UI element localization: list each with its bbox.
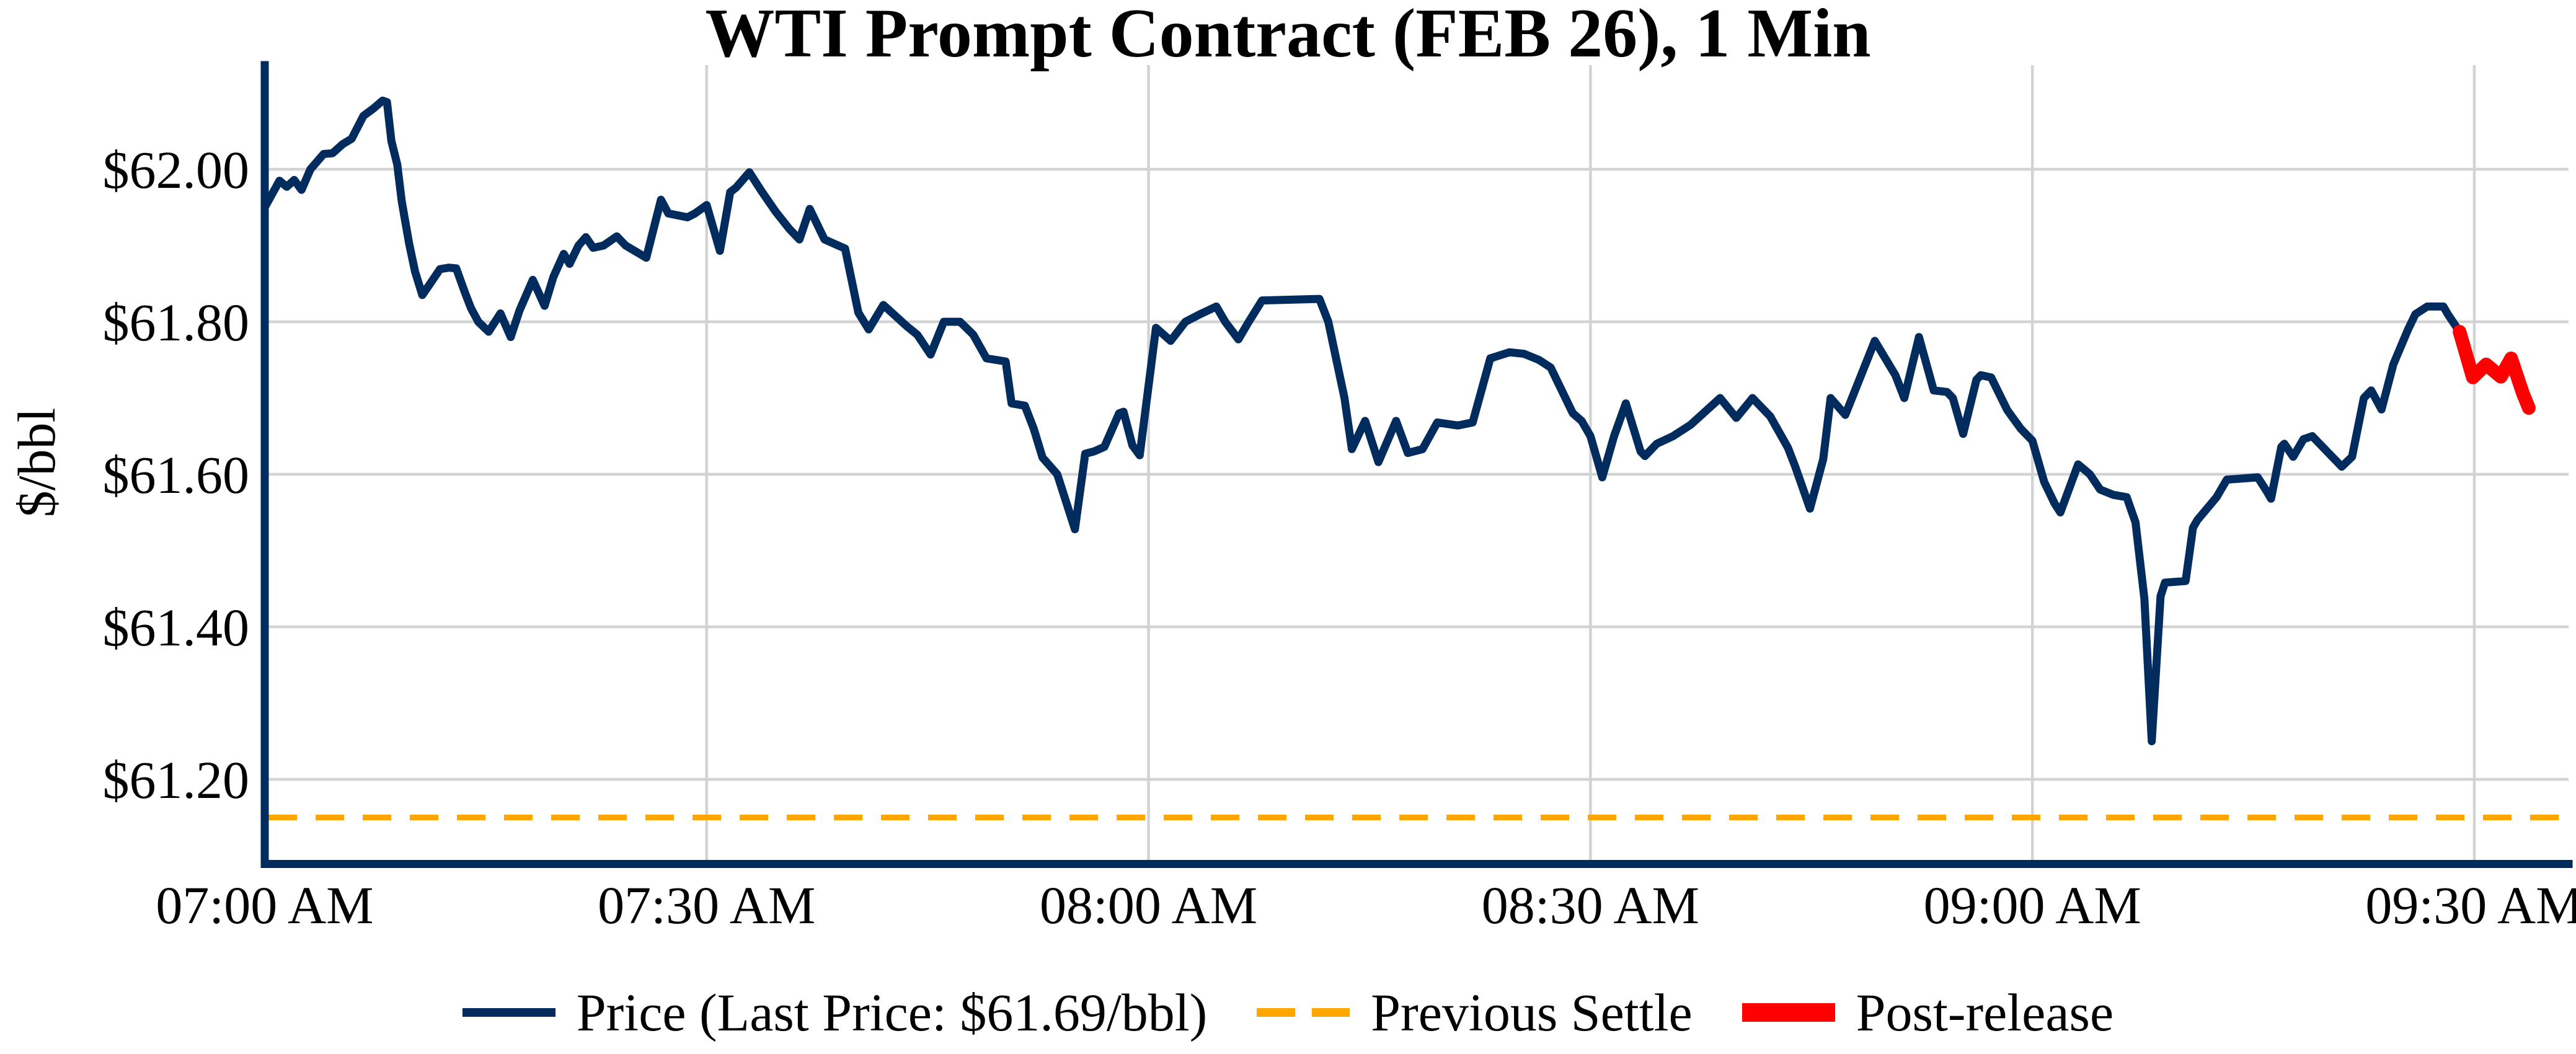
y-axis-label: $/bbl: [7, 408, 66, 518]
legend-label-previous-settle: Previous Settle: [1371, 983, 1693, 1042]
x-tick-label: 09:00 AM: [1924, 875, 2141, 935]
y-tick-label: $62.00: [103, 140, 250, 200]
legend-item-post-release: Post-release: [1742, 981, 2114, 1043]
y-tick-label: $61.80: [103, 293, 250, 352]
x-tick-label: 07:00 AM: [156, 875, 373, 935]
chart-title: WTI Prompt Contract (FEB 26), 1 Min: [705, 0, 1871, 72]
x-tick-label: 09:30 AM: [2365, 875, 2576, 935]
legend-item-price: Price (Last Price: $61.69/bbl): [462, 981, 1208, 1043]
legend-item-previous-settle: Previous Settle: [1257, 981, 1693, 1043]
price-line-swatch: [462, 1008, 555, 1017]
previous-settle-swatch: [1257, 1008, 1350, 1017]
legend: Price (Last Price: $61.69/bbl) Previous …: [0, 978, 2576, 1047]
legend-label-post-release: Post-release: [1856, 983, 2114, 1042]
post-release-line: [2453, 325, 2536, 415]
x-tick-label: 07:30 AM: [598, 875, 815, 935]
y-tick-label: $61.60: [103, 445, 250, 505]
legend-label-price: Price (Last Price: $61.69/bbl): [576, 983, 1208, 1042]
y-tick-label: $61.20: [103, 750, 250, 810]
y-tick-label: $61.40: [103, 598, 250, 657]
x-tick-label: 08:30 AM: [1482, 875, 1699, 935]
x-tick-label: 08:00 AM: [1040, 875, 1257, 935]
post-release-swatch: [1742, 1003, 1835, 1022]
price-line: [260, 96, 2464, 745]
